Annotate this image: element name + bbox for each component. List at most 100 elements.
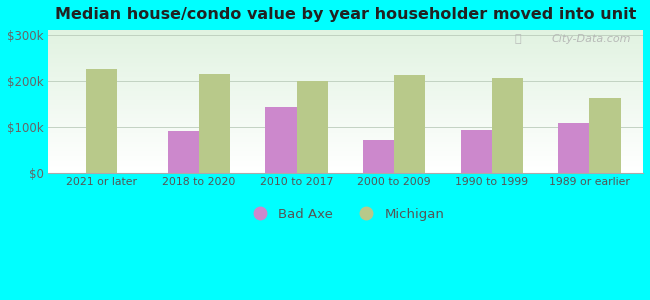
Bar <box>47 170 643 171</box>
Bar <box>47 88 643 89</box>
Bar <box>47 44 643 45</box>
Bar <box>47 165 643 166</box>
Bar <box>47 149 643 150</box>
Bar <box>47 106 643 107</box>
Bar <box>47 92 643 93</box>
Bar <box>47 70 643 71</box>
Bar <box>492 78 523 172</box>
Bar <box>47 111 643 112</box>
Bar <box>47 122 643 123</box>
Bar <box>47 169 643 170</box>
Bar <box>47 144 643 145</box>
Bar <box>47 54 643 55</box>
Bar <box>47 43 643 44</box>
Bar <box>47 108 643 109</box>
Bar <box>47 87 643 88</box>
Bar <box>168 131 199 172</box>
Title: Median house/condo value by year householder moved into unit: Median house/condo value by year househo… <box>55 7 636 22</box>
Bar <box>47 112 643 113</box>
Bar <box>47 126 643 127</box>
Bar <box>47 37 643 38</box>
Bar <box>47 42 643 43</box>
Bar <box>47 135 643 136</box>
Bar <box>47 80 643 81</box>
Bar <box>47 84 643 85</box>
Bar <box>47 103 643 104</box>
Bar <box>47 131 643 132</box>
Bar <box>47 65 643 66</box>
Bar <box>47 147 643 148</box>
Bar <box>47 39 643 40</box>
Bar <box>461 130 492 172</box>
Bar <box>47 49 643 50</box>
Bar <box>47 113 643 114</box>
Bar <box>47 64 643 65</box>
Bar <box>199 74 230 172</box>
Bar <box>47 85 643 86</box>
Bar <box>47 82 643 83</box>
Bar <box>47 56 643 57</box>
Legend: Bad Axe, Michigan: Bad Axe, Michigan <box>241 202 450 226</box>
Bar <box>47 60 643 61</box>
Bar <box>47 102 643 103</box>
Bar <box>47 55 643 56</box>
Bar <box>47 90 643 91</box>
Bar <box>47 117 643 118</box>
Bar <box>47 146 643 147</box>
Bar <box>47 160 643 161</box>
Bar <box>47 158 643 159</box>
Bar <box>47 97 643 98</box>
Bar <box>47 94 643 95</box>
Bar <box>47 143 643 144</box>
Bar <box>47 153 643 154</box>
Bar <box>47 155 643 156</box>
Bar <box>47 119 643 120</box>
Bar <box>47 62 643 63</box>
Bar <box>47 109 643 110</box>
Bar <box>47 114 643 115</box>
Bar <box>47 125 643 126</box>
Bar <box>47 120 643 121</box>
Bar <box>47 91 643 92</box>
Bar <box>47 118 643 119</box>
Bar <box>47 59 643 60</box>
Bar <box>47 50 643 51</box>
Bar <box>47 141 643 142</box>
Bar <box>47 137 643 138</box>
Bar <box>47 98 643 99</box>
Bar <box>47 33 643 34</box>
Bar <box>47 136 643 137</box>
Bar <box>47 166 643 167</box>
Bar <box>558 123 590 172</box>
Text: Ⓢ: Ⓢ <box>514 34 521 44</box>
Bar <box>47 69 643 70</box>
Bar <box>47 40 643 41</box>
Bar <box>47 130 643 131</box>
Bar <box>47 164 643 165</box>
Bar <box>47 133 643 134</box>
Bar <box>47 104 643 105</box>
Bar <box>47 35 643 36</box>
Bar <box>47 78 643 79</box>
Bar <box>47 48 643 49</box>
Bar <box>47 38 643 39</box>
Bar <box>47 134 643 135</box>
Bar <box>47 79 643 80</box>
Bar <box>47 77 643 78</box>
Bar <box>47 30 643 31</box>
Bar <box>47 105 643 106</box>
Bar <box>47 89 643 90</box>
Bar <box>47 96 643 97</box>
Bar <box>590 98 621 172</box>
Bar <box>47 138 643 139</box>
Bar <box>47 154 643 155</box>
Bar <box>47 148 643 149</box>
Bar <box>47 129 643 130</box>
Bar <box>296 81 328 172</box>
Bar <box>47 46 643 47</box>
Bar <box>47 76 643 77</box>
Bar <box>47 93 643 94</box>
Bar <box>47 168 643 169</box>
Bar <box>47 162 643 163</box>
Bar <box>47 58 643 59</box>
